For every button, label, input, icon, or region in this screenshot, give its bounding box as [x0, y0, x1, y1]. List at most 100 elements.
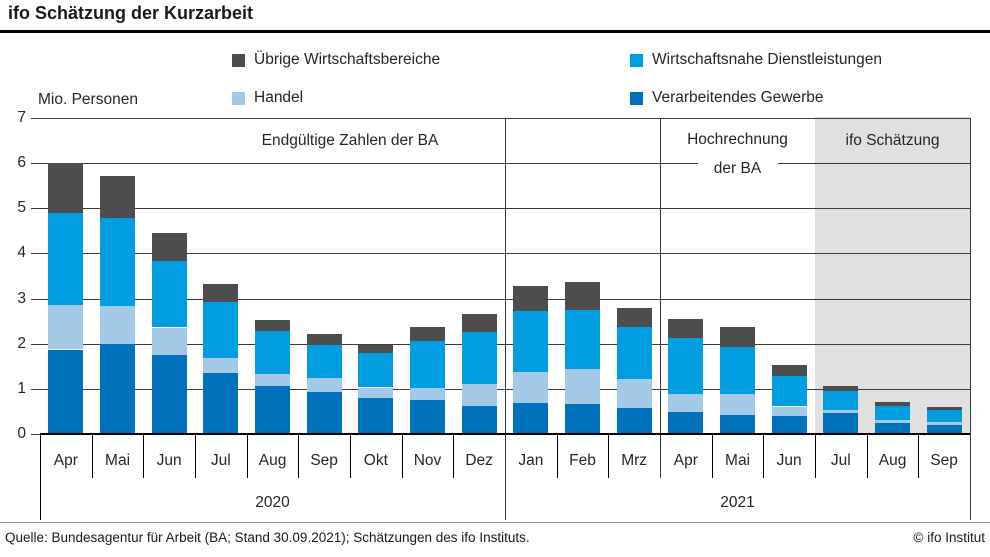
legend-swatch-dienstleistungen-icon — [630, 53, 643, 67]
bar-segment — [203, 301, 239, 358]
bar-segment — [306, 377, 342, 392]
y-axis-tick — [31, 388, 40, 390]
bar-segment — [306, 392, 342, 434]
bar-segment — [203, 372, 239, 434]
month-tick — [350, 434, 351, 478]
bar-segment — [823, 409, 859, 414]
section-label: Hochrechnung — [687, 131, 788, 148]
y-axis-tick — [31, 118, 40, 119]
bar-segment — [461, 313, 497, 333]
bar-segment — [100, 217, 135, 306]
month-tick — [711, 434, 713, 478]
legend-label-verarbeitendes-gewerbe: Verarbeitendes Gewerbe — [652, 89, 824, 106]
y-axis-tick-label: 7 — [17, 109, 26, 126]
bar-segment — [771, 415, 807, 434]
year-label: 2020 — [255, 494, 290, 511]
bar-segment — [100, 305, 135, 344]
month-label: Mai — [725, 452, 751, 469]
month-tick — [453, 434, 455, 478]
legend-item-handel: Handel — [232, 88, 303, 108]
bar-segment — [668, 337, 704, 394]
bar-segment — [616, 327, 652, 379]
bar-segment — [306, 333, 342, 345]
bar-segment — [513, 311, 549, 372]
month-label: Apr — [53, 452, 78, 469]
footer-rule — [0, 522, 990, 523]
month-label: Dez — [465, 452, 493, 469]
bar-segment — [668, 412, 704, 434]
bar-segment — [926, 406, 962, 410]
bar-segment — [926, 425, 962, 434]
bar-segment — [513, 371, 549, 403]
y-axis-tick — [31, 434, 40, 435]
y-axis-tick — [31, 298, 40, 300]
y-axis-tick-label: 3 — [17, 289, 26, 307]
bar-segment — [875, 405, 910, 420]
bar-segment — [616, 408, 652, 434]
month-label: Jul — [830, 452, 851, 469]
legend-label-handel: Handel — [254, 89, 304, 106]
legend-item-verarbeitendes-gewerbe: Verarbeitendes Gewerbe — [630, 88, 823, 108]
bar-segment — [48, 349, 84, 434]
copyright-note: © ifo Institut — [913, 530, 985, 545]
month-label: Aug — [878, 452, 907, 469]
month-tick — [866, 434, 868, 478]
month-tick — [195, 434, 196, 478]
legend-swatch-verarbeitendes-gewerbe-icon — [630, 91, 643, 105]
bar-segment — [565, 403, 600, 434]
y-axis-tick — [31, 163, 40, 165]
x-axis-baseline — [40, 433, 970, 435]
bar-segment — [358, 344, 394, 353]
bar-segment — [565, 310, 600, 370]
bar-segment — [48, 305, 84, 350]
bar-segment — [255, 331, 290, 374]
bar-segment — [720, 347, 755, 395]
bar-segment — [48, 212, 84, 306]
month-label: Mrz — [621, 452, 648, 469]
bar-segment — [823, 390, 859, 410]
bar-segment — [616, 307, 652, 327]
bar-segment — [461, 405, 497, 434]
bar-segment — [771, 364, 807, 377]
bar-segment — [203, 284, 239, 302]
month-label: Sep — [930, 452, 958, 469]
bar-segment — [513, 402, 549, 434]
bar-segment — [616, 378, 652, 409]
month-label: Jun — [776, 452, 802, 469]
bar-segment — [926, 409, 962, 422]
month-tick — [815, 434, 816, 478]
month-tick — [401, 434, 403, 478]
month-label: Jul — [210, 452, 231, 469]
legend-label-uebrige: Übrige Wirtschaftsbereiche — [254, 51, 441, 68]
bar-segment — [151, 327, 187, 355]
month-tick — [91, 434, 93, 478]
month-tick — [143, 434, 145, 478]
section-label: der BA — [697, 155, 778, 182]
legend-swatch-handel-icon — [232, 91, 245, 105]
y-axis-tick-label: 6 — [17, 154, 26, 172]
bar-segment — [358, 352, 394, 388]
bar-segment — [255, 320, 290, 331]
bar-segment — [668, 319, 704, 338]
bar-segment — [875, 402, 910, 406]
bar-segment — [926, 421, 962, 425]
y-axis-tick-label: 1 — [17, 379, 26, 397]
bar-segment — [823, 385, 859, 391]
y-axis-tick-label: 0 — [17, 425, 26, 442]
month-label: Jun — [156, 452, 182, 469]
title-rule — [0, 30, 990, 33]
month-tick — [556, 434, 558, 478]
bar-segment — [565, 369, 600, 404]
month-label: Okt — [363, 452, 388, 469]
bar-segment — [358, 397, 394, 434]
page-title: ifo Schätzung der Kurzarbeit — [8, 3, 254, 23]
y-axis-tick — [31, 343, 40, 345]
bar-segment — [513, 285, 549, 312]
shaded-forecast-region — [815, 117, 970, 434]
month-tick — [298, 434, 300, 478]
section-label: ifo Schätzung — [845, 132, 940, 149]
bar-segment — [823, 413, 859, 434]
month-tick — [918, 434, 920, 478]
